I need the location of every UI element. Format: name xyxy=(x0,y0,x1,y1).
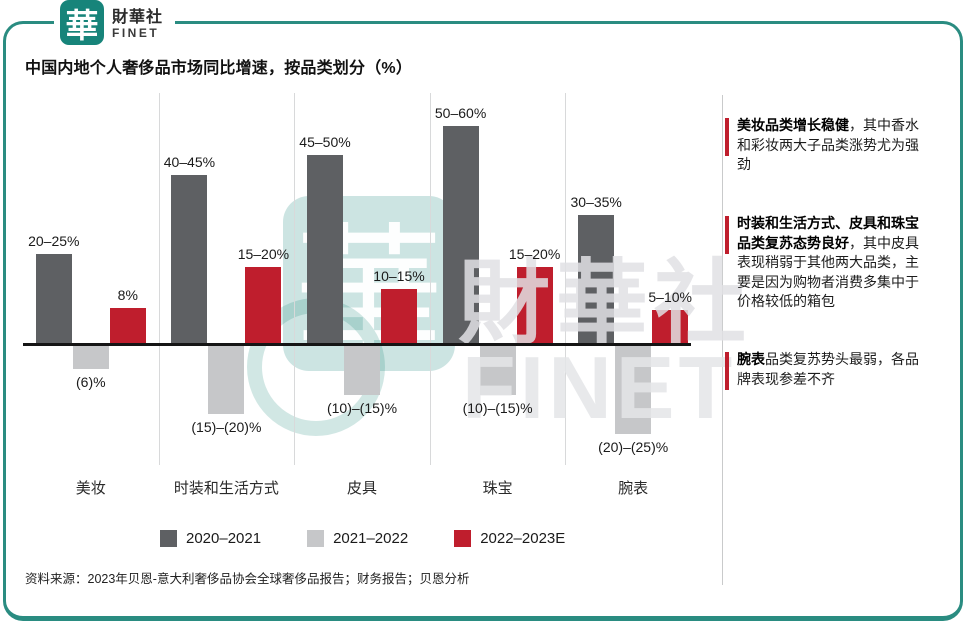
bar xyxy=(72,346,109,370)
legend-label: 2022–2023E xyxy=(480,530,566,547)
annotation-accent-bar xyxy=(725,118,729,156)
value-label: 20–25% xyxy=(28,233,80,250)
chart-legend: 2020–2021 2021–2022 2022–2023E xyxy=(160,530,565,547)
legend-label: 2021–2022 xyxy=(333,530,409,547)
bar xyxy=(35,254,72,343)
category-gridline xyxy=(158,93,160,465)
value-label: 15–20% xyxy=(237,245,290,262)
value-label: (20)–(25)% xyxy=(598,438,669,455)
legend-item: 2020–2021 xyxy=(160,530,261,547)
value-label: 45–50% xyxy=(299,134,351,151)
value-label: 8% xyxy=(117,287,138,304)
value-label: 10–15% xyxy=(373,267,425,284)
brand-logo-text: 財華社 FINET xyxy=(112,9,163,40)
annotation-text: 时装和生活方式、皮具和珠宝品类复苏态势良好，其中皮具表现稍弱于其他两大品类，主要… xyxy=(737,215,919,309)
legend-item: 2021–2022 xyxy=(307,530,408,547)
bar xyxy=(615,346,652,434)
value-label: (6)% xyxy=(76,374,106,391)
value-label: 15–20% xyxy=(508,245,561,262)
legend-swatch-icon xyxy=(160,530,177,547)
brand-name-en: FINET xyxy=(112,26,160,40)
category-gridline xyxy=(565,93,567,465)
category-label: 皮具 xyxy=(346,480,378,497)
category-label: 美妆 xyxy=(75,480,106,497)
value-label: (10)–(15)% xyxy=(462,399,533,416)
panel-divider xyxy=(722,95,723,585)
bar xyxy=(516,266,553,343)
legend-swatch-icon xyxy=(454,530,472,547)
bar xyxy=(442,125,479,343)
brand-name-zh: 財華社 xyxy=(112,9,164,26)
annotation-accent-bar xyxy=(725,216,729,254)
bar xyxy=(578,214,615,343)
bar xyxy=(109,308,146,343)
category-label: 腕表 xyxy=(618,480,649,497)
annotation-accent-bar xyxy=(725,352,729,390)
legend-label: 2020–2021 xyxy=(186,530,262,547)
legend-item: 2022–2023E xyxy=(454,530,565,547)
finet-logo-icon: 華 xyxy=(60,0,104,45)
bar xyxy=(208,346,245,415)
bar xyxy=(171,175,208,343)
value-label: 30–35% xyxy=(570,193,622,210)
bar xyxy=(307,155,343,343)
category-label: 时装和生活方式 xyxy=(173,480,279,497)
bar xyxy=(479,346,516,395)
annotation-item: 美妆品类增长稳健，其中香水和彩妆两大子品类涨势尤为强劲 xyxy=(725,116,962,175)
value-label: (10)–(15)% xyxy=(326,399,398,416)
annotation-text: 美妆品类增长稳健，其中香水和彩妆两大子品类涨势尤为强劲 xyxy=(737,117,919,172)
annotation-item: 时装和生活方式、皮具和珠宝品类复苏态势良好，其中皮具表现稍弱于其他两大品类，主要… xyxy=(725,214,962,312)
value-label: 50–60% xyxy=(434,104,487,121)
bar xyxy=(652,310,689,343)
zero-axis-line xyxy=(23,343,691,346)
category-gridline xyxy=(429,93,431,465)
legend-swatch-icon xyxy=(307,530,325,547)
value-label: (15)–(20)% xyxy=(191,419,262,436)
category-gridline xyxy=(294,93,296,465)
bar xyxy=(344,346,380,395)
category-label: 珠宝 xyxy=(482,480,513,497)
brand-logo: 華 財華社 FINET xyxy=(54,0,176,52)
chart-title: 中国内地个人奢侈品市场同比增速，按品类划分（%） xyxy=(25,60,413,77)
source-note: 资料来源：2023年贝恩-意大利奢侈品协会全球奢侈品报告；财务报告；贝恩分析 xyxy=(25,572,470,586)
bar xyxy=(381,288,417,343)
value-label: 5–10% xyxy=(648,289,692,306)
annotation-text: 腕表品类复苏势头最弱，各品牌表现参差不齐 xyxy=(737,351,919,387)
value-label: 40–45% xyxy=(163,154,216,171)
annotation-item: 腕表品类复苏势头最弱，各品牌表现参差不齐 xyxy=(725,350,962,390)
bar xyxy=(245,266,282,343)
card-frame xyxy=(3,21,963,621)
